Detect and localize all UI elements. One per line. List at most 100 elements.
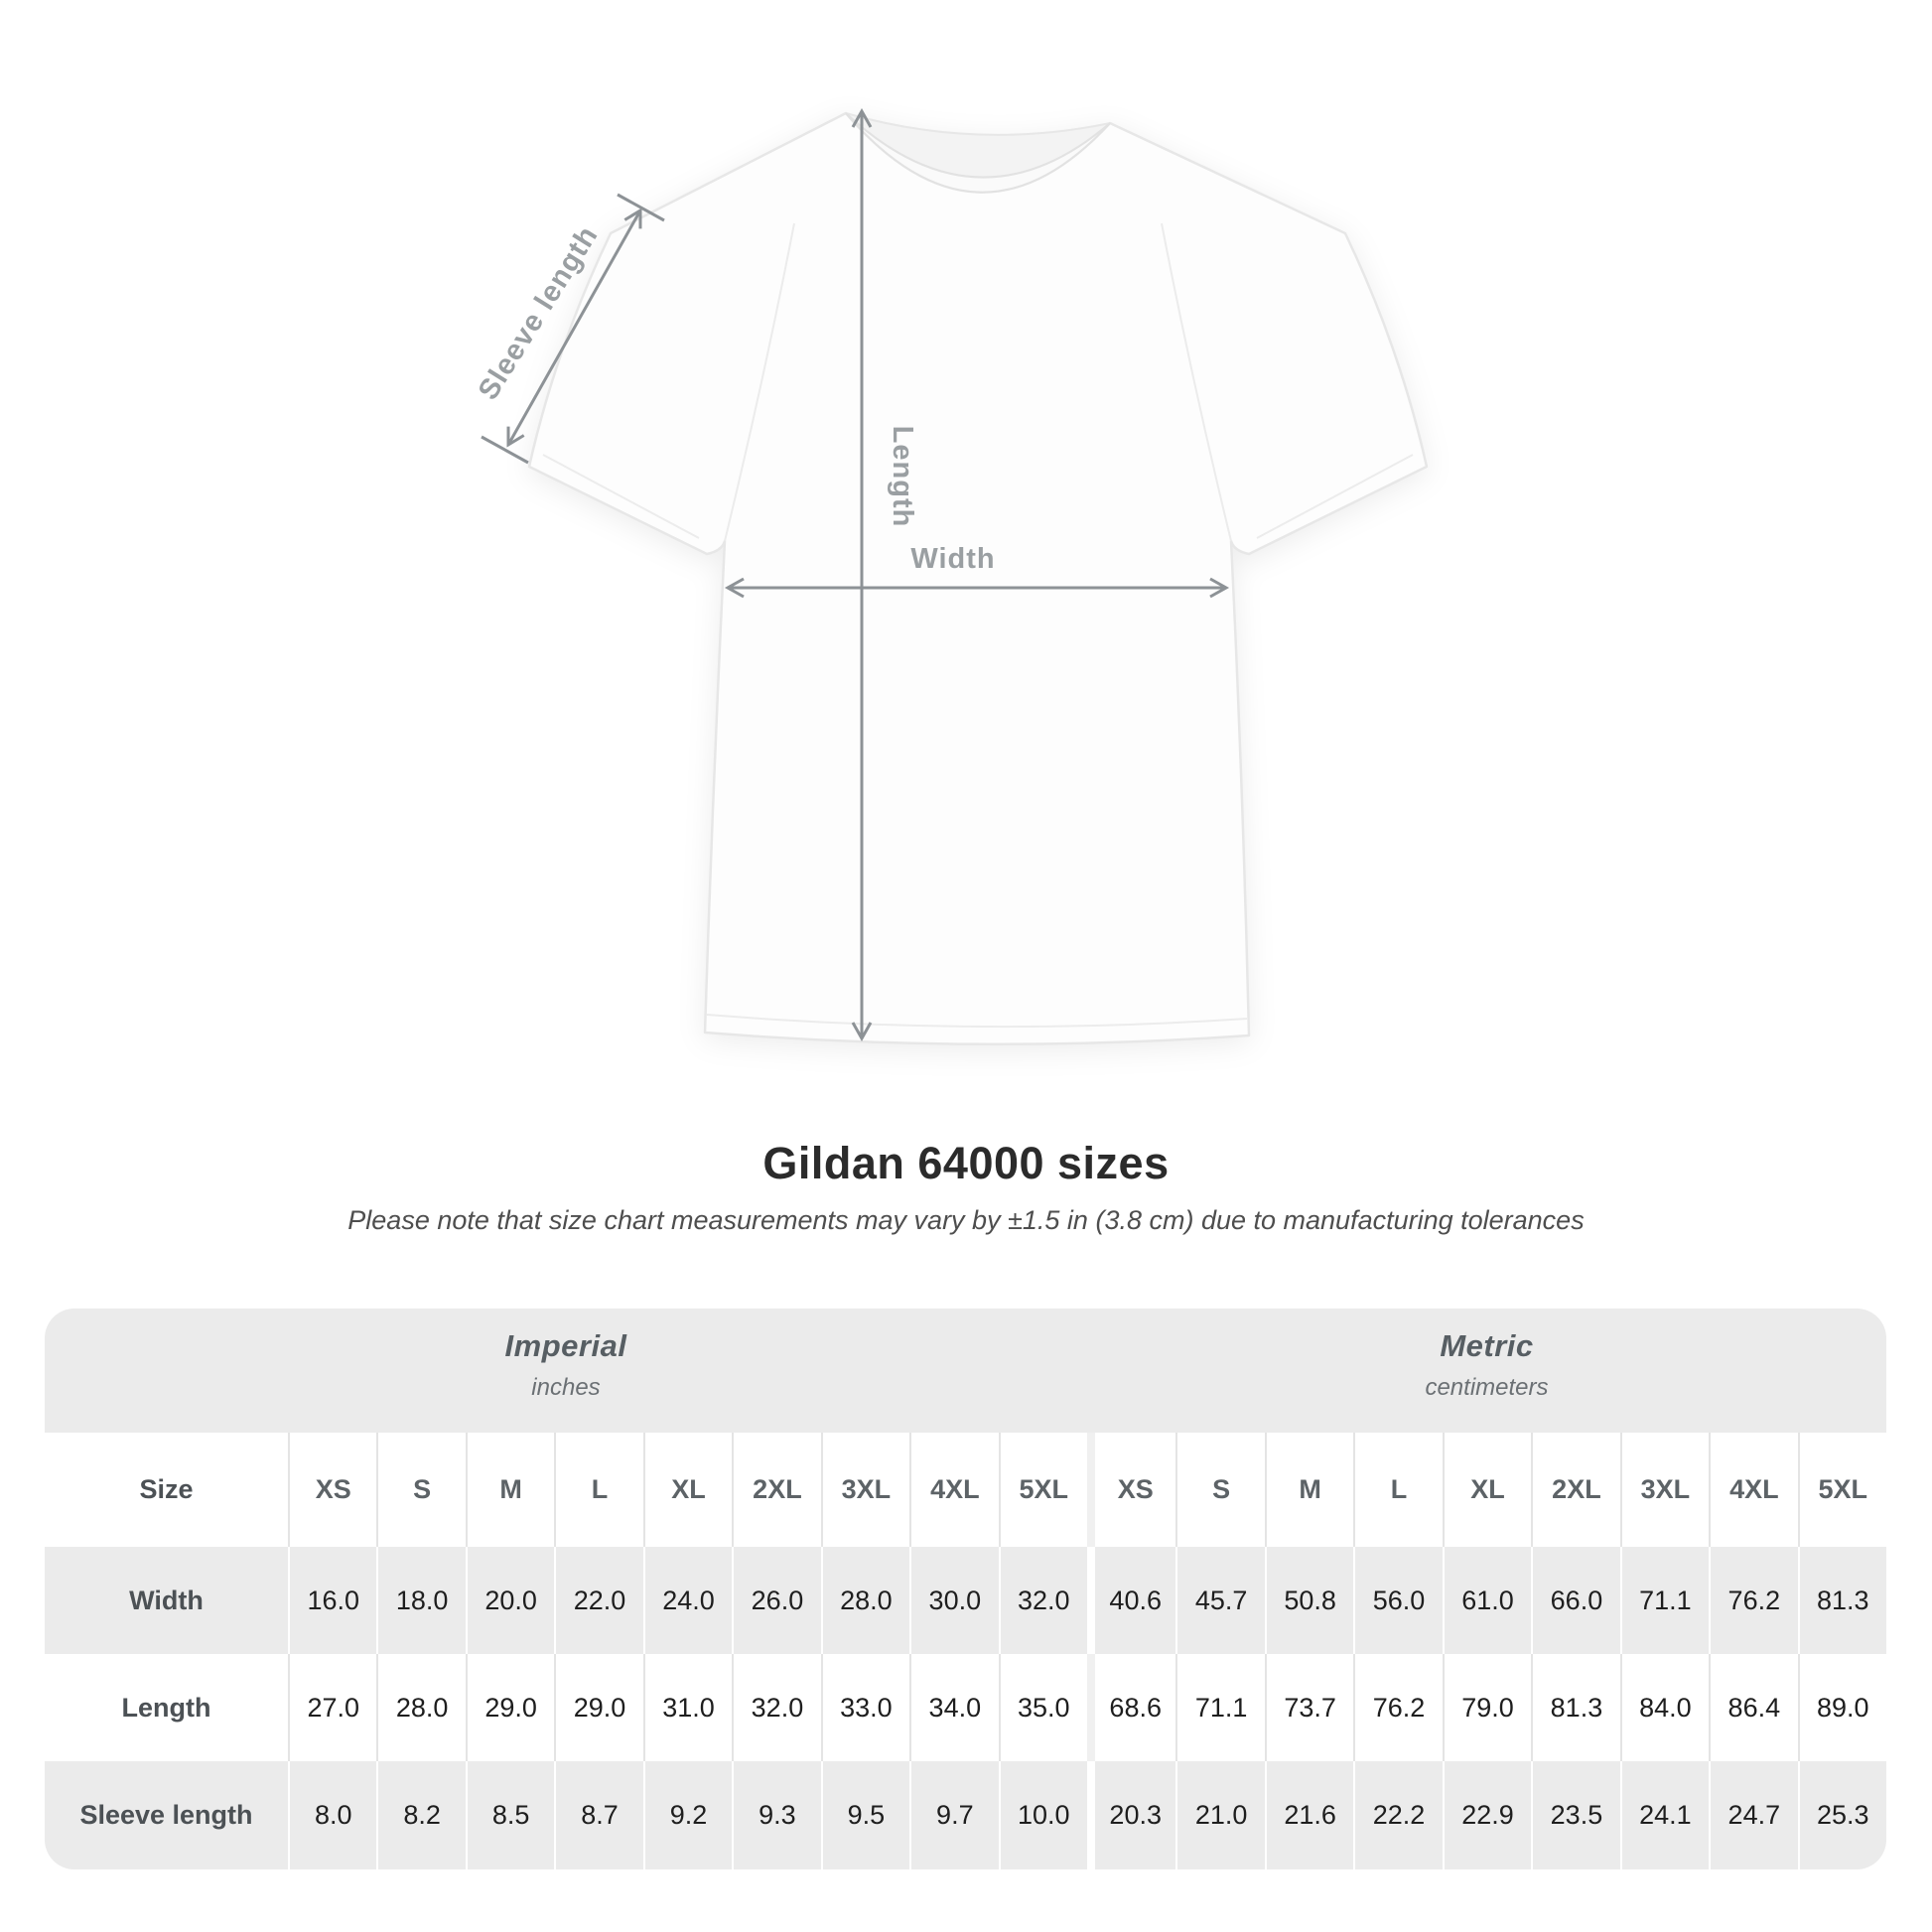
- length-imperial-5xl-cell: 35.0: [998, 1654, 1087, 1761]
- sleeve-length-imperial-5xl-cell: 10.0: [998, 1761, 1087, 1869]
- tshirt-collar-band: [845, 112, 1111, 194]
- size-header-imperial-2xl: 2XL: [732, 1433, 821, 1547]
- row-label-length: Length: [45, 1654, 288, 1761]
- tshirt-body: [527, 111, 1429, 1046]
- size-header-imperial-xs: XS: [288, 1433, 377, 1547]
- sleeve-length-metric-3xl-cell: 24.1: [1619, 1761, 1710, 1869]
- metric-heading: Metric: [1440, 1327, 1534, 1363]
- page-title: Gildan 64000 sizes: [762, 1138, 1170, 1188]
- size-header-metric-4xl: 4XL: [1709, 1433, 1798, 1547]
- width-metric-xl-cell: 61.0: [1442, 1547, 1532, 1654]
- sleeve-dimension-cap-top: [617, 193, 665, 222]
- sleeve-length-imperial-l-cell: 8.7: [554, 1761, 643, 1869]
- hem-stitch: [706, 1014, 1248, 1029]
- length-imperial-3xl-cell: 33.0: [820, 1654, 910, 1761]
- unit-group-metric: Metric centimeters: [1086, 1309, 1886, 1433]
- size-header-metric-m: M: [1264, 1433, 1354, 1547]
- length-metric-2xl-cell: 81.3: [1531, 1654, 1620, 1761]
- size-header-metric-2xl: 2XL: [1531, 1433, 1620, 1547]
- size-header-imperial-4xl: 4XL: [909, 1433, 999, 1547]
- metric-unit-label: centimeters: [1425, 1373, 1549, 1401]
- sleeve-length-metric-2xl-cell: 23.5: [1531, 1761, 1620, 1869]
- right-cuff-stitch: [1256, 454, 1414, 539]
- imperial-heading: Imperial: [504, 1327, 627, 1363]
- sleeve-length-imperial-3xl-cell: 9.5: [820, 1761, 910, 1869]
- width-imperial-s-cell: 18.0: [376, 1547, 466, 1654]
- length-imperial-l-cell: 29.0: [554, 1654, 643, 1761]
- size-header-imperial-3xl: 3XL: [820, 1433, 910, 1547]
- length-dimension-label: Length: [887, 426, 918, 528]
- dimension-annotations: Width Length Sleeve length: [473, 107, 1230, 1042]
- width-metric-3xl-cell: 71.1: [1619, 1547, 1710, 1654]
- left-armhole-seam: [724, 222, 795, 542]
- sleeve-length-imperial-2xl-cell: 9.3: [732, 1761, 821, 1869]
- sleeve-length-metric-m-cell: 21.6: [1264, 1761, 1354, 1869]
- length-imperial-m-cell: 29.0: [465, 1654, 555, 1761]
- width-metric-5xl-cell: 81.3: [1797, 1547, 1886, 1654]
- width-metric-s-cell: 45.7: [1175, 1547, 1265, 1654]
- width-imperial-4xl-cell: 30.0: [909, 1547, 999, 1654]
- sleeve-length-metric-4xl-cell: 24.7: [1709, 1761, 1798, 1869]
- width-metric-4xl-cell: 76.2: [1709, 1547, 1798, 1654]
- sleeve-length-metric-xs-cell: 20.3: [1086, 1761, 1176, 1869]
- size-header-imperial-xl: XL: [642, 1433, 733, 1547]
- width-dimension-label: Width: [910, 543, 995, 575]
- size-header-metric-xs: XS: [1086, 1433, 1176, 1547]
- tshirt-graphic: [527, 111, 1429, 1046]
- right-armhole-seam: [1161, 222, 1232, 542]
- size-table: Imperial inches Metric centimeters Size X…: [45, 1309, 1886, 1869]
- size-header-imperial-5xl: 5XL: [998, 1433, 1087, 1547]
- left-cuff-stitch: [542, 454, 700, 539]
- size-header-metric-5xl: 5XL: [1797, 1433, 1886, 1547]
- size-header-metric-3xl: 3XL: [1619, 1433, 1710, 1547]
- size-column-header: Size: [45, 1433, 288, 1547]
- size-header-imperial-l: L: [554, 1433, 643, 1547]
- size-header-imperial-s: S: [376, 1433, 466, 1547]
- sleeve-length-imperial-xs-cell: 8.0: [288, 1761, 377, 1869]
- length-metric-xl-cell: 79.0: [1442, 1654, 1532, 1761]
- size-header-metric-l: L: [1353, 1433, 1443, 1547]
- sleeve-length-metric-xl-cell: 22.9: [1442, 1761, 1532, 1869]
- length-metric-3xl-cell: 84.0: [1619, 1654, 1710, 1761]
- width-imperial-2xl-cell: 26.0: [732, 1547, 821, 1654]
- length-metric-xs-cell: 68.6: [1086, 1654, 1176, 1761]
- sleeve-dimension-line: [506, 207, 642, 448]
- tolerance-note: Please note that size chart measurements…: [347, 1205, 1585, 1235]
- size-header-imperial-m: M: [465, 1433, 555, 1547]
- width-imperial-xl-cell: 24.0: [642, 1547, 733, 1654]
- row-label-width: Width: [45, 1547, 288, 1654]
- length-imperial-s-cell: 28.0: [376, 1654, 466, 1761]
- imperial-unit-label: inches: [531, 1373, 601, 1401]
- sleeve-dimension-cap-bottom: [481, 435, 529, 465]
- length-metric-s-cell: 71.1: [1175, 1654, 1265, 1761]
- sleeve-length-metric-5xl-cell: 25.3: [1797, 1761, 1886, 1869]
- size-header-metric-xl: XL: [1442, 1433, 1532, 1547]
- width-metric-xs-cell: 40.6: [1086, 1547, 1176, 1654]
- width-imperial-xs-cell: 16.0: [288, 1547, 377, 1654]
- length-metric-l-cell: 76.2: [1353, 1654, 1443, 1761]
- length-imperial-xs-cell: 27.0: [288, 1654, 377, 1761]
- sleeve-length-imperial-xl-cell: 9.2: [642, 1761, 733, 1869]
- length-imperial-xl-cell: 31.0: [642, 1654, 733, 1761]
- width-imperial-3xl-cell: 28.0: [820, 1547, 910, 1654]
- sleeve-length-metric-s-cell: 21.0: [1175, 1761, 1265, 1869]
- length-imperial-2xl-cell: 32.0: [732, 1654, 821, 1761]
- width-metric-l-cell: 56.0: [1353, 1547, 1443, 1654]
- size-header-metric-s: S: [1175, 1433, 1265, 1547]
- width-metric-m-cell: 50.8: [1264, 1547, 1354, 1654]
- unit-group-imperial: Imperial inches: [45, 1309, 1087, 1433]
- length-metric-m-cell: 73.7: [1264, 1654, 1354, 1761]
- sleeve-length-metric-l-cell: 22.2: [1353, 1761, 1443, 1869]
- length-metric-4xl-cell: 86.4: [1709, 1654, 1798, 1761]
- length-metric-5xl-cell: 89.0: [1797, 1654, 1886, 1761]
- length-imperial-4xl-cell: 34.0: [909, 1654, 999, 1761]
- row-label-sleeve-length: Sleeve length: [45, 1761, 288, 1869]
- sleeve-length-imperial-m-cell: 8.5: [465, 1761, 555, 1869]
- tshirt-size-diagram: Width Length Sleeve length: [473, 107, 1429, 1046]
- width-imperial-l-cell: 22.0: [554, 1547, 643, 1654]
- sleeve-length-imperial-4xl-cell: 9.7: [909, 1761, 999, 1869]
- width-imperial-5xl-cell: 32.0: [998, 1547, 1087, 1654]
- width-imperial-m-cell: 20.0: [465, 1547, 555, 1654]
- width-metric-2xl-cell: 66.0: [1531, 1547, 1620, 1654]
- sleeve-length-imperial-s-cell: 8.2: [376, 1761, 466, 1869]
